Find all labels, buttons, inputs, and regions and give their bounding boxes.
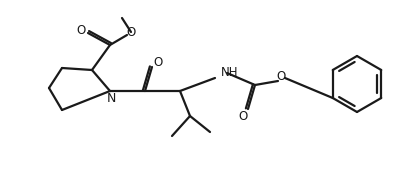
Text: N: N <box>106 92 116 105</box>
Text: O: O <box>276 70 286 83</box>
Text: O: O <box>126 26 135 39</box>
Text: O: O <box>238 109 248 123</box>
Text: O: O <box>76 24 86 36</box>
Text: NH: NH <box>221 67 239 80</box>
Text: O: O <box>153 55 163 68</box>
